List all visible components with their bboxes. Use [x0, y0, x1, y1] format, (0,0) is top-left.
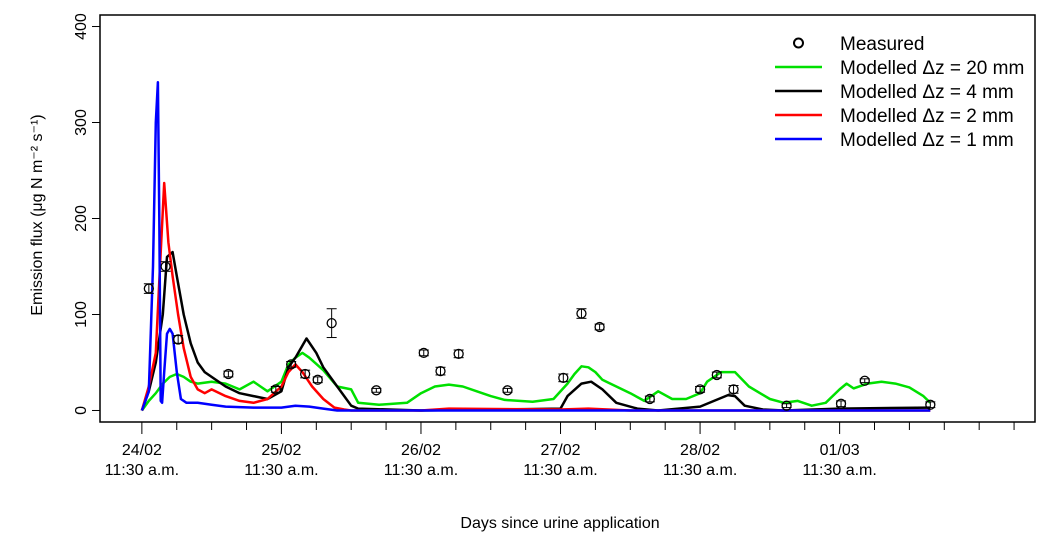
- legend-item: Modelled Δz = 2 mm: [775, 106, 1014, 127]
- measured-marker: [859, 375, 870, 386]
- measured-marker: [644, 393, 655, 405]
- measured-marker: [435, 365, 446, 377]
- measured-point: [223, 368, 234, 380]
- measured-point: [502, 385, 513, 396]
- y-tick-label: 100: [73, 301, 90, 328]
- measured-marker: [728, 384, 739, 395]
- measured-marker: [453, 348, 464, 359]
- measured-marker: [172, 334, 184, 345]
- measured-point: [859, 375, 870, 386]
- legend-marker: [793, 37, 804, 49]
- x-axis-title: Days since urine application: [460, 515, 659, 532]
- x-tick-label-date: 26/02: [401, 442, 441, 459]
- measured-point: [435, 365, 446, 377]
- x-tick-label-time: 11:30 a.m.: [244, 462, 318, 479]
- series-line-2: [140, 250, 931, 412]
- measured-marker: [286, 359, 297, 370]
- measured-marker: [299, 368, 311, 380]
- measured-marker: [781, 400, 792, 411]
- measured-points-layer: [143, 261, 936, 411]
- measured-point: [711, 369, 722, 381]
- legend-item: Modelled Δz = 1 mm: [775, 130, 1014, 151]
- y-tick-label: 300: [73, 109, 90, 136]
- measured-marker: [835, 398, 847, 409]
- measured-point: [160, 261, 171, 272]
- measured-marker: [694, 384, 706, 395]
- y-axis: 0 100 200 300 400: [73, 13, 100, 415]
- legend: Measured Modelled Δz = 20 mm Modelled Δz =…: [775, 34, 1024, 151]
- measured-point: [326, 308, 337, 339]
- measured-marker: [143, 283, 154, 294]
- y-axis-title: Emission flux (μg N m⁻² s⁻¹): [29, 114, 46, 315]
- x-tick-label-time: 11:30 a.m.: [384, 462, 458, 479]
- x-tick-label-time: 11:30 a.m.: [663, 462, 737, 479]
- x-tick-label-date: 25/02: [261, 442, 301, 459]
- measured-marker: [223, 368, 234, 380]
- measured-point: [286, 359, 297, 370]
- x-tick-label-date: 01/03: [820, 442, 860, 459]
- measured-point: [172, 334, 184, 345]
- x-tick-label-time: 11:30 a.m.: [802, 462, 876, 479]
- legend-item: Measured: [793, 34, 925, 55]
- measured-point: [270, 384, 281, 395]
- measured-marker: [502, 385, 513, 396]
- series-line-3: [140, 181, 931, 412]
- measured-point: [594, 321, 605, 333]
- y-tick-label: 0: [73, 406, 90, 415]
- measured-marker: [160, 261, 171, 272]
- measured-point: [312, 374, 323, 385]
- measured-point: [453, 348, 464, 359]
- legend-label: Modelled Δz = 20 mm: [840, 58, 1024, 79]
- legend-label: Modelled Δz = 2 mm: [840, 106, 1014, 127]
- measured-point: [558, 372, 569, 383]
- measured-point: [694, 384, 706, 395]
- measured-marker: [371, 385, 382, 396]
- measured-point: [728, 384, 739, 395]
- measured-marker: [270, 384, 281, 395]
- legend-item: Modelled Δz = 20 mm: [775, 58, 1024, 79]
- measured-marker: [576, 308, 587, 319]
- x-tick-label-time: 11:30 a.m.: [523, 462, 597, 479]
- measured-point: [299, 368, 311, 380]
- measured-point: [143, 283, 154, 294]
- measured-point: [781, 400, 792, 411]
- measured-marker: [312, 374, 323, 385]
- legend-label: Measured: [840, 34, 925, 55]
- measured-point: [835, 398, 847, 409]
- x-tick-label-date: 28/02: [680, 442, 720, 459]
- legend-label: Modelled Δz = 4 mm: [840, 82, 1014, 103]
- x-tick-label-time: 11:30 a.m.: [105, 462, 179, 479]
- measured-point: [576, 308, 587, 319]
- measured-marker: [558, 372, 569, 383]
- measured-marker: [594, 321, 605, 333]
- measured-point: [925, 399, 936, 410]
- x-tick-label-date: 27/02: [540, 442, 580, 459]
- measured-point: [418, 347, 429, 359]
- measured-marker: [711, 369, 722, 381]
- measured-point: [644, 393, 655, 405]
- measured-point: [371, 385, 382, 396]
- x-axis: 24/02 11:30 a.m. 25/02 11:30 a.m. 26/02 11:30…: [105, 422, 1015, 479]
- x-tick-label-date: 24/02: [122, 442, 162, 459]
- series-line-4: [140, 80, 931, 412]
- y-tick-label: 400: [73, 13, 90, 40]
- legend-item: Modelled Δz = 4 mm: [775, 82, 1014, 103]
- measured-marker: [418, 347, 429, 359]
- legend-label: Modelled Δz = 1 mm: [840, 130, 1014, 151]
- measured-marker: [326, 317, 337, 329]
- y-tick-label: 200: [73, 205, 90, 232]
- measured-marker: [925, 399, 936, 410]
- series-line-1: [140, 351, 932, 412]
- series-layer: [140, 80, 932, 412]
